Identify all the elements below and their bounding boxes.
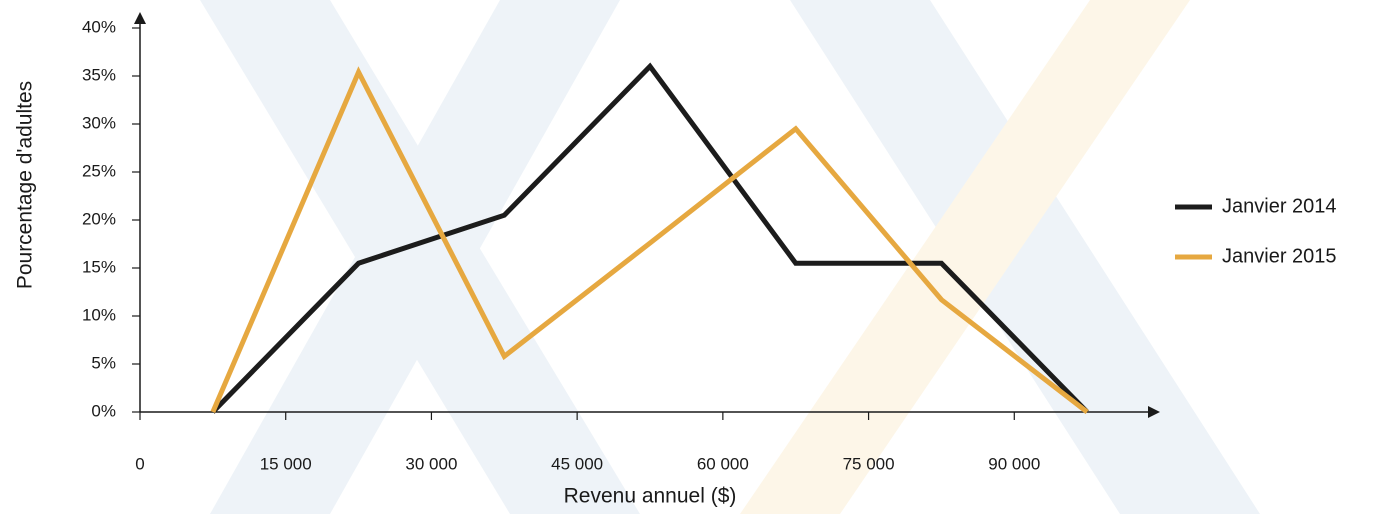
bg-shape (790, 0, 1260, 514)
y-tick-label: 30% (82, 113, 116, 132)
x-tick-label: 90 000 (988, 454, 1040, 473)
series-line (211, 62, 1089, 414)
legend-text: Janvier 2015 (1222, 245, 1337, 267)
x-tick-label: 0 (135, 454, 144, 473)
y-tick-label: 25% (82, 161, 116, 180)
y-tick-label: 5% (91, 353, 116, 372)
legend-text: Janvier 2014 (1222, 195, 1337, 217)
x-tick-label: 15 000 (260, 454, 312, 473)
y-tick-label: 35% (82, 65, 116, 84)
y-tick-label: 15% (82, 257, 116, 276)
x-axis-arrow (1148, 406, 1160, 418)
series-line (210, 66, 1089, 414)
bg-shape (210, 0, 620, 514)
x-axis-title: Revenu annuel ($) (564, 485, 737, 508)
y-axis-arrow (134, 12, 146, 24)
y-tick-label: 40% (82, 17, 116, 36)
x-tick-label: 45 000 (551, 454, 603, 473)
y-axis-title: Pourcentage d'adultes (14, 81, 37, 289)
y-tick-label: 20% (82, 209, 116, 228)
x-tick-label: 60 000 (697, 454, 749, 473)
background-decoration (200, 0, 1260, 514)
y-tick-label: 0% (91, 401, 116, 420)
x-tick-label: 30 000 (405, 454, 457, 473)
x-tick-label: 75 000 (843, 454, 895, 473)
bg-shape (740, 0, 1190, 514)
y-tick-label: 10% (82, 305, 116, 324)
